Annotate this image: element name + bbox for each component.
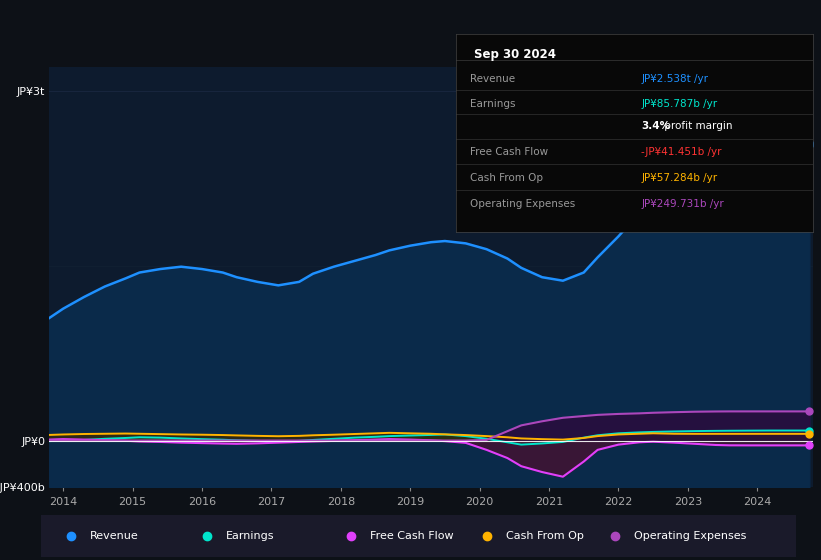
Text: JP¥2.538t /yr: JP¥2.538t /yr (641, 74, 709, 85)
Text: Cash From Op: Cash From Op (470, 172, 543, 183)
Text: Earnings: Earnings (470, 99, 516, 109)
Text: Revenue: Revenue (90, 531, 139, 541)
Text: Sep 30 2024: Sep 30 2024 (474, 48, 556, 60)
Text: Operating Expenses: Operating Expenses (634, 531, 746, 541)
Text: Cash From Op: Cash From Op (506, 531, 584, 541)
Text: Revenue: Revenue (470, 74, 515, 85)
Text: Free Cash Flow: Free Cash Flow (470, 147, 548, 157)
Text: Free Cash Flow: Free Cash Flow (369, 531, 453, 541)
Text: JP¥57.284b /yr: JP¥57.284b /yr (641, 172, 718, 183)
Text: profit margin: profit margin (661, 121, 732, 131)
Text: JP¥249.731b /yr: JP¥249.731b /yr (641, 199, 724, 208)
Text: -JP¥41.451b /yr: -JP¥41.451b /yr (641, 147, 722, 157)
Text: JP¥85.787b /yr: JP¥85.787b /yr (641, 99, 718, 109)
Text: 3.4%: 3.4% (641, 121, 671, 131)
Text: Earnings: Earnings (226, 531, 274, 541)
Text: Operating Expenses: Operating Expenses (470, 199, 576, 208)
